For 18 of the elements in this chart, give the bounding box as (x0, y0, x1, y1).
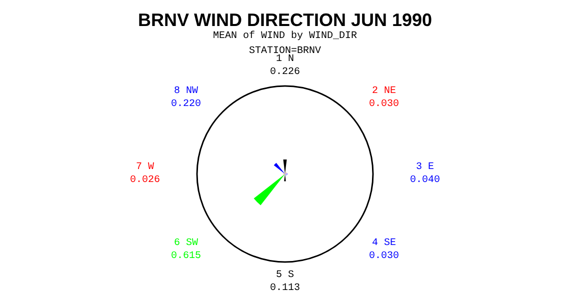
data-label: 0.040 (410, 175, 440, 186)
category-label: 5 S (276, 270, 294, 281)
category-label: 7 W (136, 162, 154, 173)
text: BRNV WIND DIRECTION JUN 1990 (138, 10, 432, 30)
data-label: 0.030 (369, 251, 400, 262)
category-label: 1 N (276, 54, 294, 65)
data-label: 0.030 (369, 99, 400, 110)
category-label: 8 NW (174, 86, 198, 97)
data-label: 0.226 (270, 67, 300, 78)
data-label: 0.615 (171, 251, 202, 262)
category-label: 4 SE (372, 238, 396, 249)
data-label: 0.026 (130, 175, 160, 186)
data-label: 0.113 (270, 283, 300, 294)
category-label: 6 SW (174, 238, 198, 249)
text: MEAN of WIND by WIND_DIR (213, 30, 358, 42)
category-label: 2 NE (372, 86, 396, 97)
category-label: 3 E (416, 162, 434, 173)
data-label: 0.220 (171, 99, 202, 110)
